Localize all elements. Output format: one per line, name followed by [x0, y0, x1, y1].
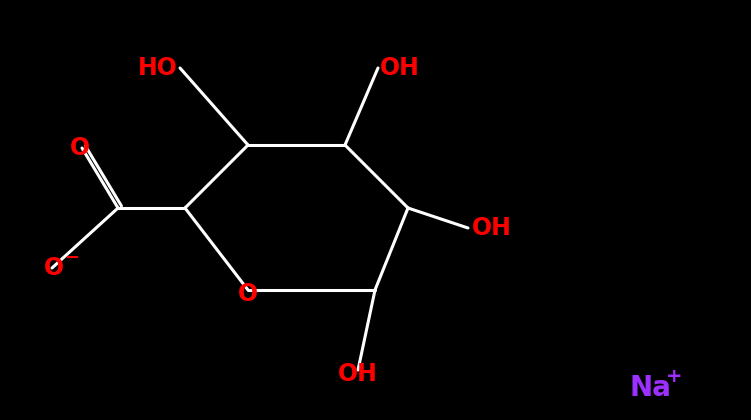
Text: O: O — [238, 282, 258, 306]
Text: OH: OH — [472, 216, 512, 240]
Text: OH: OH — [338, 362, 378, 386]
Text: O: O — [70, 136, 90, 160]
Text: HO: HO — [138, 56, 178, 80]
Text: +: + — [665, 367, 682, 386]
Text: O: O — [44, 256, 64, 280]
Text: OH: OH — [380, 56, 420, 80]
Text: −: − — [65, 249, 80, 267]
Text: Na: Na — [629, 374, 671, 402]
